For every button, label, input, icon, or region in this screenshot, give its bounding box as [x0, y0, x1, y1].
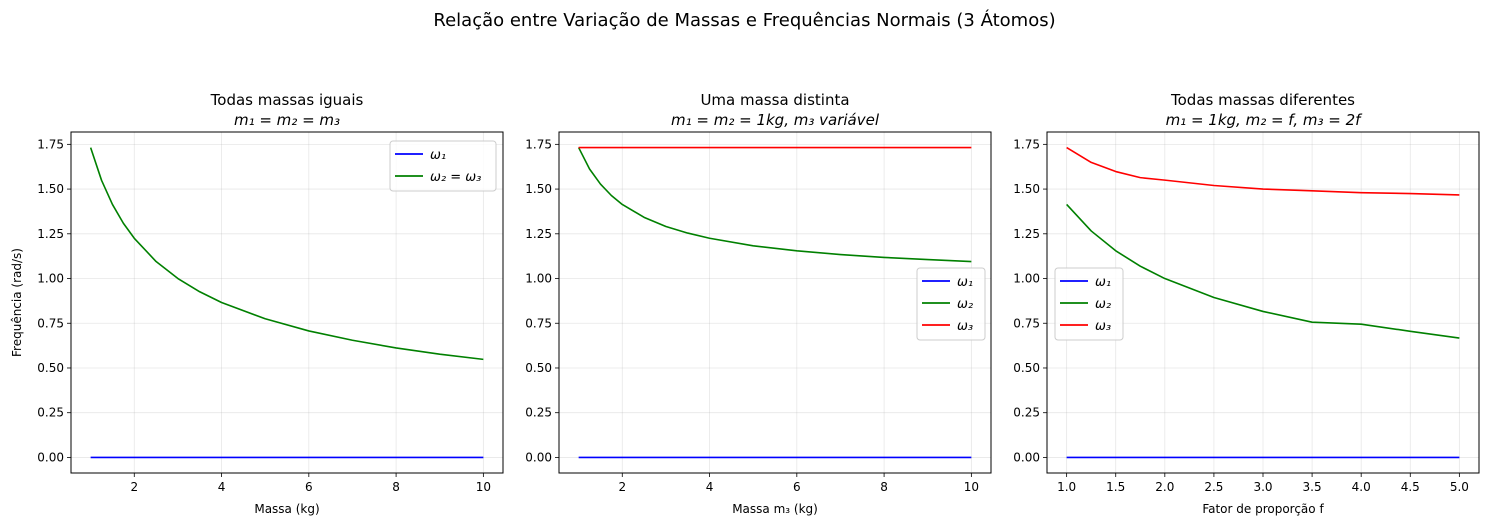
panel-title: Todas massas iguais — [210, 91, 364, 109]
panel-subtitle: m₁ = 1kg, m₂ = f, m₃ = 2f — [1166, 111, 1364, 129]
x-tick-label: 3.0 — [1253, 480, 1272, 494]
series-line-2 — [1066, 203, 1460, 339]
y-tick-label: 0.75 — [37, 316, 64, 330]
y-tick-label: 0.25 — [37, 406, 64, 420]
y-tick-label: 0.75 — [525, 316, 552, 330]
y-tick-label: 1.75 — [1013, 137, 1040, 151]
x-tick-label: 3.5 — [1303, 480, 1322, 494]
plot-frame — [558, 131, 992, 474]
y-tick-label: 1.50 — [525, 182, 552, 196]
x-tick-label: 1.0 — [1057, 480, 1076, 494]
x-tick-label: 4.5 — [1401, 480, 1420, 494]
x-tick-label: 4 — [218, 480, 226, 494]
x-tick-label: 8 — [392, 480, 400, 494]
chart-panel-2: 2 4 6 8 10 0.00 0.25 0.50 0.75 1.00 1.25 1.50 1.75 Um… — [525, 91, 992, 516]
legend: ω₁ ω₂ = ω₃ — [389, 140, 497, 192]
y-tick-label: 1.25 — [1013, 227, 1040, 241]
x-tick-label: 6 — [793, 480, 801, 494]
legend-box — [916, 267, 986, 341]
x-axis-label: Fator de proporção f — [1202, 502, 1324, 516]
series-line-3 — [1066, 146, 1460, 196]
y-tick-label: 1.25 — [37, 227, 64, 241]
y-tick-label: 1.00 — [525, 272, 552, 286]
y-tick-label: 0.25 — [1013, 406, 1040, 420]
y-tick-label: 1.75 — [525, 137, 552, 151]
x-axis-label: Massa m₃ (kg) — [732, 502, 818, 516]
y-tick-label: 0.50 — [37, 361, 64, 375]
legend-box — [1054, 267, 1124, 341]
x-tick-label: 2.0 — [1155, 480, 1174, 494]
legend-label: ω₁ — [1095, 275, 1111, 290]
x-tick-label: 4 — [706, 480, 714, 494]
panel-subtitle: m₁ = m₂ = m₃ — [234, 111, 340, 129]
legend-label: ω₃ — [1095, 319, 1111, 334]
y-tick-label: 1.50 — [37, 182, 64, 196]
series-line-2 — [89, 147, 484, 361]
legend-label: ω₂ — [1095, 297, 1111, 312]
y-tick-label: 0.25 — [525, 406, 552, 420]
legend-label: ω₂ = ω₃ — [430, 170, 481, 185]
x-tick-label: 6 — [305, 480, 313, 494]
x-tick-label: 2.5 — [1204, 480, 1223, 494]
panel-subtitle: m₁ = m₂ = 1kg, m₃ variável — [671, 111, 880, 129]
x-tick-label: 2 — [130, 480, 138, 494]
x-tick-label: 10 — [476, 480, 491, 494]
y-tick-label: 0.00 — [525, 450, 552, 464]
chart-panel-3: 1.0 1.5 2.0 2.5 3.0 3.5 4.0 4.5 5.0 0.00 0.25 0.50 0… — [1013, 91, 1480, 516]
x-tick-label: 2 — [618, 480, 626, 494]
x-tick-label: 1.5 — [1106, 480, 1125, 494]
y-tick-label: 1.25 — [525, 227, 552, 241]
panel-title: Uma massa distinta — [700, 91, 849, 109]
chart-panel-1: 2 4 6 8 10 0.00 0.25 0.50 0.75 1.00 1.25 1.50 1.75 To… — [10, 91, 504, 516]
y-tick-label: 1.00 — [1013, 272, 1040, 286]
y-tick-label: 1.50 — [1013, 182, 1040, 196]
x-tick-label: 10 — [964, 480, 979, 494]
y-tick-label: 0.50 — [525, 361, 552, 375]
y-tick-label: 0.00 — [1013, 450, 1040, 464]
legend-label: ω₂ — [957, 297, 973, 312]
legend-label: ω₁ — [957, 275, 973, 290]
y-tick-label: 0.50 — [1013, 361, 1040, 375]
plot-frame — [70, 131, 504, 474]
y-axis-label: Frequência (rad/s) — [10, 248, 24, 357]
legend: ω₁ ω₂ ω₃ — [1054, 267, 1124, 341]
y-tick-label: 0.00 — [37, 450, 64, 464]
legend: ω₁ ω₂ ω₃ — [916, 267, 986, 341]
x-tick-label: 8 — [880, 480, 888, 494]
y-tick-label: 1.75 — [37, 137, 64, 151]
figure-title: Relação entre Variação de Massas e Frequ… — [433, 10, 1056, 31]
x-tick-label: 5.0 — [1450, 480, 1469, 494]
panel-title: Todas massas diferentes — [1170, 91, 1355, 109]
legend-label: ω₁ — [430, 148, 446, 163]
legend-label: ω₃ — [957, 319, 973, 334]
y-tick-label: 1.00 — [37, 272, 64, 286]
x-tick-label: 4.0 — [1352, 480, 1371, 494]
x-axis-label: Massa (kg) — [254, 502, 319, 516]
series-line-2 — [577, 147, 972, 263]
y-tick-label: 0.75 — [1013, 316, 1040, 330]
